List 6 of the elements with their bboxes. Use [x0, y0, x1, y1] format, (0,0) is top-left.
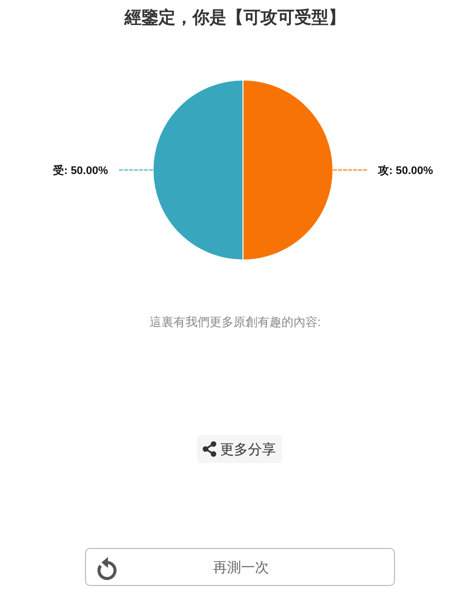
share-button: 更多分享 — [197, 435, 282, 463]
retry-button: 再測一次 — [85, 548, 395, 586]
slice-label: 受: 50.00% — [52, 164, 108, 177]
chart-title: 經鑒定，你是【可攻可受型】 — [123, 7, 346, 29]
text: 這裏有我們更多原創有趣的內容: — [148, 314, 322, 331]
slice-label: 攻: 50.00% — [377, 164, 434, 177]
